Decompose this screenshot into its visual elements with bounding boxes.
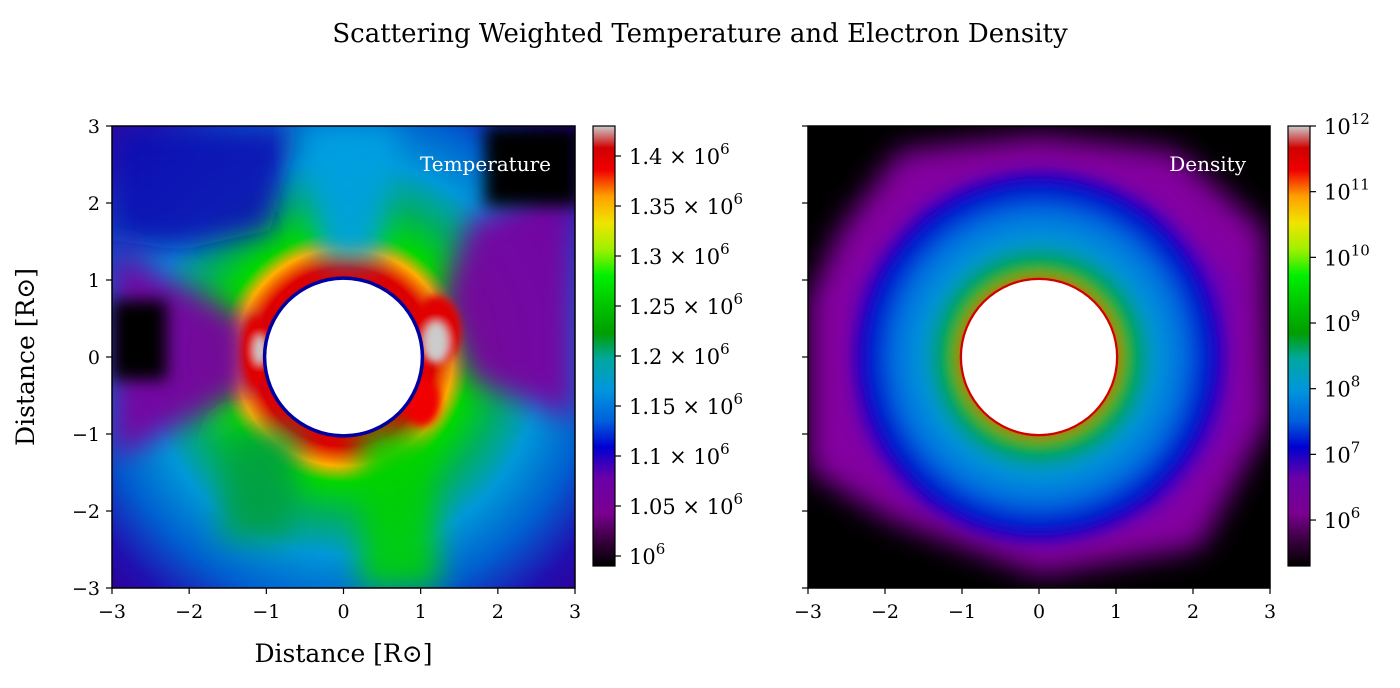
y-tick-label: 3 bbox=[88, 116, 100, 138]
density-colorbar bbox=[1287, 125, 1311, 567]
colorbar-tick-mantissa: 10 bbox=[1324, 115, 1351, 139]
temperature-occulter-rim bbox=[262, 276, 425, 438]
y-tick-label: 1 bbox=[88, 270, 100, 292]
colorbar-tick-exponent: 7 bbox=[1351, 438, 1361, 456]
colorbar-tick-mantissa: 1.3 × 10 bbox=[629, 245, 720, 269]
colorbar-tick-mantissa: 1.05 × 10 bbox=[629, 495, 733, 519]
colorbar-tick-label: 106 bbox=[1324, 504, 1360, 533]
temperature-purple-band-east bbox=[440, 180, 575, 420]
colorbar-tick-mantissa: 1.25 × 10 bbox=[629, 295, 733, 319]
colorbar-tick-label: 1011 bbox=[1324, 176, 1370, 205]
y-tick-label: −1 bbox=[72, 424, 100, 446]
colorbar-tick-label: 107 bbox=[1324, 438, 1360, 467]
y-tick-label: −2 bbox=[72, 501, 100, 523]
x-tick-label: 3 bbox=[569, 601, 581, 623]
colorbar-tick-exponent: 6 bbox=[733, 190, 743, 208]
colorbar-tick-mantissa: 10 bbox=[1324, 181, 1351, 205]
x-tick-label: 2 bbox=[1187, 601, 1199, 623]
temperature-dark-corner-northeast bbox=[485, 126, 575, 206]
colorbar-tick-mantissa: 1.35 × 10 bbox=[629, 195, 733, 219]
colorbar-tick-label: 1.3 × 106 bbox=[629, 240, 730, 269]
colorbar-tick-mantissa: 10 bbox=[1324, 443, 1351, 467]
temperature-dark-corner-west bbox=[112, 300, 167, 380]
colorbar-tick-mantissa: 1.15 × 10 bbox=[629, 395, 733, 419]
colorbar-tick-exponent: 9 bbox=[1351, 307, 1361, 325]
x-tick-label: −3 bbox=[98, 601, 126, 623]
x-tick-label: −1 bbox=[252, 601, 280, 623]
colorbar-tick-label: 1.1 × 106 bbox=[629, 440, 730, 469]
density-heatmap bbox=[808, 126, 1270, 588]
temperature-panel: Temperature −3 −2 −1 0 1 2 3 −3 −2 −1 0 1 2 3 Distan… bbox=[11, 116, 743, 668]
temperature-colorbar bbox=[592, 125, 616, 567]
temperature-occulter-disk bbox=[266, 279, 421, 435]
colorbar-tick-exponent: 6 bbox=[1351, 504, 1361, 522]
temperature-blue-lobe-northwest bbox=[112, 126, 300, 250]
density-occulter-disk bbox=[962, 280, 1116, 434]
colorbar-tick-exponent: 6 bbox=[656, 540, 666, 558]
temperature-heatmap bbox=[112, 126, 575, 588]
colorbar-tick-label: 106 bbox=[629, 540, 665, 569]
y-tick-label: −3 bbox=[72, 578, 100, 600]
temperature-green-streamer-south bbox=[360, 430, 440, 588]
colorbar-tick-exponent: 6 bbox=[720, 440, 730, 458]
colorbar-tick-mantissa: 10 bbox=[1324, 509, 1351, 533]
colorbar-tick-exponent: 11 bbox=[1351, 176, 1370, 194]
x-tick-label: 0 bbox=[1033, 601, 1045, 623]
colorbar-tick-exponent: 8 bbox=[1351, 373, 1361, 391]
x-tick-label: 3 bbox=[1264, 601, 1276, 623]
colorbar-tick-label: 1.35 × 106 bbox=[629, 190, 743, 219]
colorbar-tick-label: 1.15 × 106 bbox=[629, 390, 743, 419]
colorbar-tick-mantissa: 10 bbox=[1324, 246, 1351, 270]
temperature-panel-label: Temperature bbox=[420, 152, 551, 176]
colorbar-tick-mantissa: 1.4 × 10 bbox=[629, 145, 720, 169]
x-tick-label: 0 bbox=[337, 601, 349, 623]
colorbar-tick-exponent: 6 bbox=[720, 240, 730, 258]
y-tick-label: 2 bbox=[88, 193, 100, 215]
temperature-y-ticks: −3 −2 −1 0 1 2 3 bbox=[72, 116, 112, 600]
y-tick-label: 0 bbox=[88, 347, 100, 369]
x-tick-label: −2 bbox=[175, 601, 203, 623]
colorbar-tick-label: 1.2 × 106 bbox=[629, 340, 730, 369]
colorbar-tick-label: 1010 bbox=[1324, 241, 1370, 270]
x-tick-label: 1 bbox=[415, 601, 427, 623]
temperature-x-ticks: −3 −2 −1 0 1 2 3 bbox=[98, 588, 581, 623]
colorbar-tick-exponent: 6 bbox=[720, 340, 730, 358]
colorbar-tick-label: 1.05 × 106 bbox=[629, 490, 743, 519]
x-tick-label: 1 bbox=[1110, 601, 1122, 623]
temperature-green-lobe-southwest bbox=[220, 430, 300, 540]
colorbar-tick-mantissa: 10 bbox=[1324, 312, 1351, 336]
colorbar-tick-mantissa: 1.2 × 10 bbox=[629, 345, 720, 369]
temperature-y-axis-label: Distance [R⊙] bbox=[11, 268, 40, 446]
density-y-ticks bbox=[802, 125, 808, 589]
density-panel: Density −3 −2 −1 0 1 2 3 106107108109101010111… bbox=[794, 110, 1370, 623]
colorbar-tick-exponent: 6 bbox=[733, 390, 743, 408]
colorbar-tick-label: 108 bbox=[1324, 373, 1360, 402]
colorbar-tick-mantissa: 10 bbox=[629, 545, 656, 569]
x-tick-label: −2 bbox=[871, 601, 899, 623]
x-tick-label: −1 bbox=[948, 601, 976, 623]
colorbar-tick-exponent: 10 bbox=[1351, 241, 1370, 259]
density-panel-label: Density bbox=[1169, 152, 1246, 176]
colorbar-tick-mantissa: 1.1 × 10 bbox=[629, 445, 720, 469]
temperature-hottest-core-east bbox=[424, 322, 448, 362]
colorbar-tick-label: 109 bbox=[1324, 307, 1360, 336]
colorbar-tick-exponent: 6 bbox=[733, 290, 743, 308]
colorbar-tick-label: 1.4 × 106 bbox=[629, 140, 730, 169]
colorbar-tick-mantissa: 10 bbox=[1324, 378, 1351, 402]
colorbar-tick-label: 1012 bbox=[1324, 110, 1370, 139]
colorbar-tick-exponent: 12 bbox=[1351, 110, 1370, 128]
density-occulter-rim bbox=[959, 277, 1119, 437]
colorbar-tick-exponent: 6 bbox=[733, 490, 743, 508]
density-x-ticks: −3 −2 −1 0 1 2 3 bbox=[794, 588, 1276, 623]
colorbar-tick-label: 1.25 × 106 bbox=[629, 290, 743, 319]
colorbar-tick-exponent: 6 bbox=[720, 140, 730, 158]
figure-title: Scattering Weighted Temperature and Elec… bbox=[332, 19, 1068, 49]
temperature-cyan-streamer-north bbox=[300, 126, 400, 260]
x-tick-label: 2 bbox=[492, 601, 504, 623]
temperature-x-axis-label: Distance [R⊙] bbox=[255, 639, 433, 668]
x-tick-label: −3 bbox=[794, 601, 822, 623]
